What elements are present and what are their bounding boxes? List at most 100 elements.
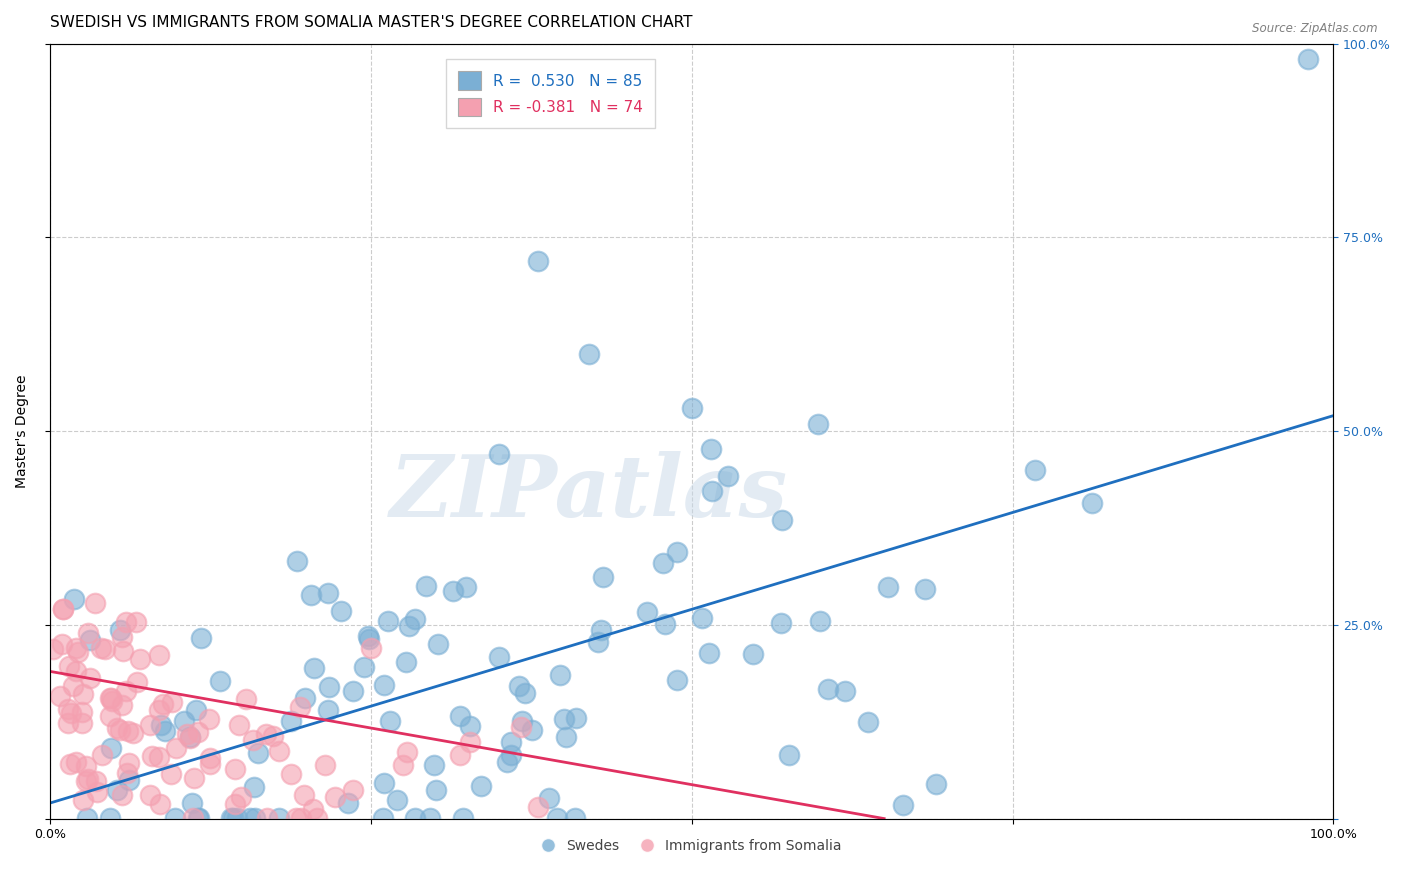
Point <box>254 727 277 741</box>
Point <box>105 783 128 797</box>
Point <box>79 671 101 685</box>
Point <box>305 811 328 825</box>
Point <box>152 697 174 711</box>
Point <box>243 811 266 825</box>
Point <box>165 741 187 756</box>
Point <box>395 745 418 759</box>
Point <box>592 569 614 583</box>
Point <box>101 694 124 708</box>
Point <box>499 748 522 763</box>
Point <box>392 757 415 772</box>
Point <box>118 756 141 771</box>
Point <box>72 792 94 806</box>
Point <box>546 811 568 825</box>
Point <box>108 723 131 738</box>
Point <box>148 750 170 764</box>
Point <box>122 726 145 740</box>
Point <box>173 714 195 728</box>
Point <box>1024 463 1046 477</box>
Point <box>700 484 723 499</box>
Point <box>554 730 576 744</box>
Point <box>371 811 394 825</box>
Point <box>129 652 152 666</box>
Point <box>100 709 122 723</box>
Point <box>224 762 246 776</box>
Point <box>508 679 530 693</box>
Point <box>60 706 83 721</box>
Point <box>181 811 204 825</box>
Point <box>418 811 440 825</box>
Point <box>239 811 262 825</box>
Point <box>548 668 571 682</box>
Point <box>179 731 201 746</box>
Legend: R =  0.530   N = 85, R = -0.381   N = 74: R = 0.530 N = 85, R = -0.381 N = 74 <box>446 59 655 128</box>
Point <box>564 811 586 825</box>
Text: ZIPatlas: ZIPatlas <box>389 451 787 535</box>
Point <box>284 811 307 825</box>
Point <box>357 629 380 643</box>
Point <box>149 797 172 811</box>
Point <box>72 687 94 701</box>
Point <box>377 614 399 628</box>
Point <box>115 766 138 780</box>
Point <box>70 716 93 731</box>
Point <box>111 698 134 712</box>
Point <box>176 727 198 741</box>
Point <box>666 673 689 688</box>
Point <box>79 632 101 647</box>
Point <box>125 615 148 629</box>
Point <box>441 584 464 599</box>
Point <box>553 712 575 726</box>
Point <box>488 650 510 665</box>
Point <box>187 725 209 739</box>
Point <box>717 469 740 483</box>
Point <box>67 644 90 658</box>
Point <box>456 580 478 594</box>
Point <box>697 646 720 660</box>
Point <box>415 579 437 593</box>
Point <box>398 619 420 633</box>
Point <box>914 582 936 596</box>
Point <box>314 757 336 772</box>
Point <box>858 715 880 730</box>
Point <box>280 714 302 728</box>
Point <box>666 545 689 559</box>
Point <box>246 746 269 760</box>
Point <box>269 811 291 825</box>
Point <box>405 811 427 825</box>
Point <box>470 780 492 794</box>
Point <box>808 615 831 629</box>
Point <box>139 717 162 731</box>
Point <box>52 601 75 615</box>
Point <box>139 789 162 803</box>
Point <box>51 637 73 651</box>
Point <box>108 623 131 637</box>
Point <box>1296 52 1319 66</box>
Point <box>94 642 117 657</box>
Point <box>316 586 339 600</box>
Point <box>56 702 79 716</box>
Point <box>62 591 84 606</box>
Text: SWEDISH VS IMMIGRANTS FROM SOMALIA MASTER'S DEGREE CORRELATION CHART: SWEDISH VS IMMIGRANTS FROM SOMALIA MASTE… <box>49 15 692 30</box>
Point <box>336 797 359 811</box>
Point <box>59 757 82 772</box>
Point <box>387 792 409 806</box>
Point <box>690 610 713 624</box>
Point <box>651 556 673 570</box>
Point <box>1081 496 1104 510</box>
Point <box>925 777 948 791</box>
Point <box>190 631 212 645</box>
Point <box>198 712 221 726</box>
Point <box>460 735 482 749</box>
Point <box>256 811 278 825</box>
Point <box>76 772 98 786</box>
Point <box>262 730 284 744</box>
Point <box>112 644 135 658</box>
Point <box>299 588 322 602</box>
Point <box>807 417 830 432</box>
Point <box>209 674 232 689</box>
Point <box>423 757 446 772</box>
Point <box>58 659 80 673</box>
Point <box>342 684 364 698</box>
Point <box>114 683 136 698</box>
